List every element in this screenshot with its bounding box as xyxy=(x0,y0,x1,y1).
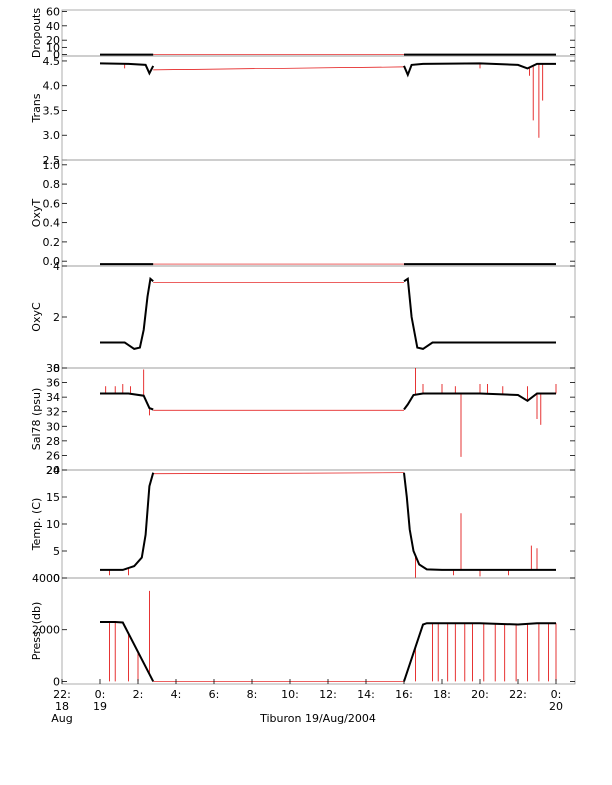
y-tick-label: 4.0 xyxy=(43,80,61,93)
series-line xyxy=(100,276,154,350)
y-tick-label: 2 xyxy=(53,311,60,324)
x-tick-label: 18: xyxy=(433,688,451,701)
x-tick-label: Aug xyxy=(51,712,72,725)
panel-frame xyxy=(61,159,576,267)
y-tick-label: 24 xyxy=(46,464,60,477)
y-tick-label: 40 xyxy=(46,20,60,33)
series-line xyxy=(403,622,556,682)
y-tick-label: 0.0 xyxy=(43,255,61,268)
y-tick-label: 0 xyxy=(53,572,60,585)
y-tick-label: 5 xyxy=(53,545,60,558)
y-tick-label: 2000 xyxy=(32,624,60,637)
y-axis-label: Sal78 (psu) xyxy=(30,388,43,451)
y-tick-label: 10 xyxy=(46,518,60,531)
panel-frame xyxy=(61,577,576,685)
y-tick-label: 36 xyxy=(46,377,60,390)
x-tick-label: 22: xyxy=(509,688,527,701)
y-tick-label: 0.8 xyxy=(43,178,61,191)
y-tick-label: 60 xyxy=(46,5,60,18)
y-tick-label: 3.5 xyxy=(43,104,61,117)
x-tick-label: 18 xyxy=(55,700,69,713)
panel-5: 0 5 10 15 20 Temp. (C) xyxy=(30,464,576,585)
y-axis-label: Dropouts xyxy=(30,8,43,58)
x-tick-label: 10: xyxy=(281,688,299,701)
y-tick-label: 20 xyxy=(46,34,60,47)
y-axis-label: OxyT xyxy=(30,199,43,228)
x-tick-label: 16: xyxy=(395,688,413,701)
y-tick-label: 3.0 xyxy=(43,129,61,142)
panel-1: 2.5 3.0 3.5 4.0 4.5 Trans xyxy=(30,55,576,167)
series-line xyxy=(100,472,155,571)
series-line xyxy=(403,472,556,571)
x-tick-label: 12: xyxy=(319,688,337,701)
y-axis-label: Trans xyxy=(30,93,43,123)
x-tick-label: 8: xyxy=(247,688,258,701)
y-tick-label: 20 xyxy=(46,464,60,477)
y-tick-label: 38 xyxy=(46,362,60,375)
x-tick-label: 20: xyxy=(471,688,489,701)
panel-6: 0 2000 4000 Press. (db) xyxy=(30,572,576,688)
x-tick-label: 6: xyxy=(209,688,220,701)
x-tick-label: 20 xyxy=(549,700,563,713)
x-tick-label: 4: xyxy=(171,688,182,701)
y-tick-label: 4000 xyxy=(32,572,60,585)
y-tick-label: 32 xyxy=(46,406,60,419)
panel-frame xyxy=(61,9,576,57)
x-tick-label: 14: xyxy=(357,688,375,701)
interp-line xyxy=(153,66,405,71)
panels: 010204060Dropouts2.53.03.54.04.5Trans0.0… xyxy=(30,5,576,688)
y-tick-label: 0.2 xyxy=(43,236,61,249)
panel-frame xyxy=(61,367,576,471)
panel-frame xyxy=(61,55,576,161)
series-line xyxy=(403,62,556,78)
x-tick-label: 0: xyxy=(551,688,562,701)
y-tick-label: 4 xyxy=(53,260,60,273)
y-axis-label: OxyC xyxy=(30,302,43,332)
y-tick-label: 2.5 xyxy=(43,154,61,167)
y-tick-label: 0.6 xyxy=(43,197,61,210)
y-tick-label: 0.4 xyxy=(43,217,61,230)
y-tick-label: 26 xyxy=(46,449,60,462)
series-line xyxy=(99,62,155,76)
x-tick-label: 22: xyxy=(53,688,71,701)
y-axis-label: Temp. (C) xyxy=(30,498,43,552)
y-tick-label: 0 xyxy=(53,362,60,375)
series-line xyxy=(403,277,556,350)
y-tick-label: 0 xyxy=(53,675,60,688)
interp-line xyxy=(153,472,405,475)
y-axis-label: Press. (db) xyxy=(30,602,43,661)
x-tick-label: 0: xyxy=(95,688,106,701)
x-tick-label: 2: xyxy=(133,688,144,701)
y-tick-label: 0 xyxy=(53,49,60,62)
footer-caption: Tiburon 19/Aug/2004 xyxy=(259,712,376,725)
panel-frame xyxy=(61,265,576,369)
series-line xyxy=(403,392,556,411)
panel-2: 0.0 0.2 0.4 0.6 0.8 1.0 OxyT xyxy=(30,159,576,268)
y-tick-label: 1.0 xyxy=(43,159,61,172)
y-tick-label: 10 xyxy=(46,41,60,54)
y-tick-label: 28 xyxy=(46,435,60,448)
series-line xyxy=(100,392,154,411)
x-tick-label: 19 xyxy=(93,700,107,713)
y-tick-label: 30 xyxy=(46,420,60,433)
series-line xyxy=(100,621,155,682)
panel-3: 0 2 4 OxyC xyxy=(30,260,576,375)
y-tick-label: 4.5 xyxy=(43,55,61,68)
y-tick-label: 15 xyxy=(46,491,60,504)
y-tick-label: 34 xyxy=(46,391,60,404)
